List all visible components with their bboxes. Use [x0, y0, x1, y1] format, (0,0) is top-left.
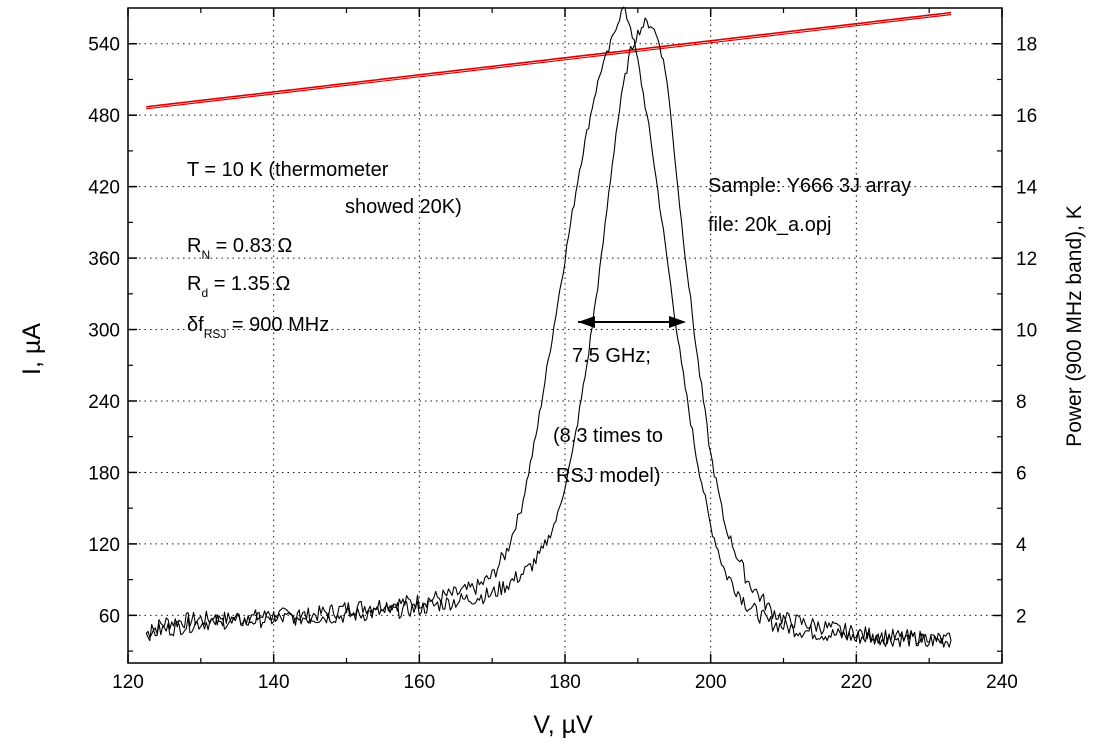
y-tick-label: 180	[88, 463, 120, 484]
plot-frame	[127, 7, 1003, 664]
series-line-2	[145, 6, 952, 648]
rn-annotation: RN = 0.83 Ω	[187, 235, 292, 262]
tick-labels: 120 140 160 180 200 220 2406012018024030036042…	[88, 35, 1037, 693]
y-tick-label: 540	[88, 35, 120, 56]
y-right-tick-label: 18	[1016, 35, 1037, 56]
file-annotation: file: 20k_a.opj	[708, 214, 831, 236]
y-right-tick-label: 16	[1016, 106, 1037, 127]
y-right-tick-label: 14	[1016, 178, 1038, 199]
df-annotation: δfRSJ = 900 MHz	[187, 314, 329, 341]
y-right-axis-title: Power (900 MHz band), K	[1063, 205, 1086, 447]
y-tick-label: 480	[88, 106, 120, 127]
y-tick-label: 240	[88, 392, 120, 413]
width-arrow	[578, 316, 686, 328]
x-tick-label: 180	[549, 672, 581, 693]
ratio-note-line2: RSJ model)	[556, 465, 660, 487]
rd-annotation: Rd = 1.35 Ω	[187, 273, 290, 300]
width-label: 7.5 GHz;	[572, 345, 651, 367]
x-tick-label: 160	[403, 672, 435, 693]
x-tick-label: 120	[112, 672, 144, 693]
y-tick-label: 60	[99, 606, 120, 627]
x-tick-label: 140	[258, 672, 290, 693]
series-line-1-return	[146, 14, 952, 110]
series-line-3	[145, 17, 952, 647]
y-right-tick-label: 8	[1016, 392, 1027, 413]
series-line-1	[146, 11, 952, 108]
y-right-tick-label: 4	[1016, 535, 1027, 556]
grid	[128, 8, 1002, 663]
temperature-note-line2: showed 20K)	[345, 196, 462, 218]
y-tick-label: 120	[88, 535, 120, 556]
x-tick-label: 220	[840, 672, 872, 693]
y-right-tick-label: 10	[1016, 321, 1037, 342]
temperature-note-line1: T = 10 K (thermometer	[187, 159, 389, 181]
ratio-note-line1: (8.3 times to	[553, 425, 663, 447]
series-layer	[145, 6, 952, 648]
y-tick-label: 360	[88, 249, 120, 270]
x-tick-label: 200	[695, 672, 727, 693]
y-right-tick-label: 6	[1016, 464, 1027, 485]
x-tick-label: 240	[986, 672, 1018, 693]
y-tick-label: 300	[88, 321, 120, 342]
x-axis-title: V, µV	[533, 711, 593, 739]
y-right-tick-label: 12	[1016, 249, 1037, 270]
y-tick-label: 420	[88, 178, 120, 199]
y-right-tick-label: 2	[1016, 606, 1027, 627]
y-axis-title: I, µA	[18, 323, 46, 375]
sample-annotation: Sample: Y666 3J array	[708, 175, 911, 197]
ticks	[127, 8, 1003, 663]
